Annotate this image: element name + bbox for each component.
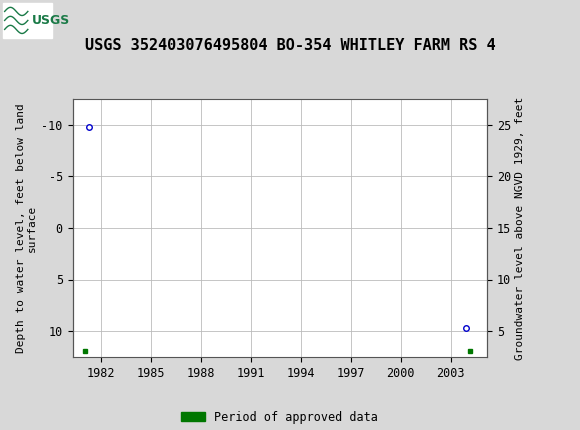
Text: USGS: USGS — [32, 14, 70, 27]
Text: USGS 352403076495804 BO-354 WHITLEY FARM RS 4: USGS 352403076495804 BO-354 WHITLEY FARM… — [85, 38, 495, 52]
Legend: Period of approved data: Period of approved data — [177, 406, 383, 428]
Y-axis label: Groundwater level above NGVD 1929, feet: Groundwater level above NGVD 1929, feet — [516, 96, 525, 359]
Y-axis label: Depth to water level, feet below land
surface: Depth to water level, feet below land su… — [16, 103, 37, 353]
Bar — [3, 3, 52, 37]
